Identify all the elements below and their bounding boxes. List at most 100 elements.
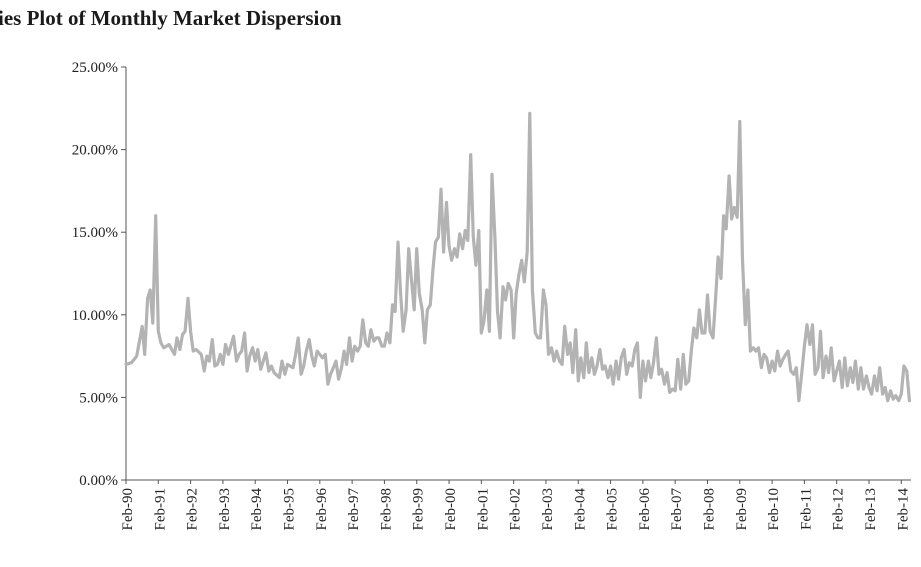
data-point	[644, 380, 646, 382]
x-tick-label: Feb-11	[798, 488, 814, 530]
data-point	[219, 353, 221, 355]
data-point	[284, 373, 286, 375]
data-point	[599, 348, 601, 350]
data-point	[523, 281, 525, 283]
data-point	[136, 355, 138, 357]
data-point	[868, 386, 870, 388]
data-point	[394, 310, 396, 312]
data-point	[725, 228, 727, 230]
data-point	[836, 370, 838, 372]
data-point	[814, 373, 816, 375]
data-point	[677, 358, 679, 360]
data-point	[558, 360, 560, 362]
data-point	[203, 370, 205, 372]
data-point	[351, 360, 353, 362]
data-point	[216, 363, 218, 365]
data-point	[776, 350, 778, 352]
data-point	[281, 360, 283, 362]
data-point	[731, 218, 733, 220]
data-point	[268, 370, 270, 372]
data-point	[437, 236, 439, 238]
data-point	[125, 363, 127, 365]
x-tick-label: Feb-94	[249, 488, 265, 531]
data-point	[865, 375, 867, 377]
data-point	[187, 297, 189, 299]
x-tick-label: Feb-03	[540, 488, 556, 531]
data-point	[688, 380, 690, 382]
data-point	[819, 330, 821, 332]
x-tick-label: Feb-12	[831, 488, 847, 531]
data-point	[184, 330, 186, 332]
x-axis: Feb-90 Feb-91 Feb-92 Feb-93 Feb-94 Feb-95 Feb-…	[120, 479, 911, 531]
data-point	[722, 215, 724, 217]
data-point	[547, 353, 549, 355]
data-point	[690, 350, 692, 352]
data-point	[459, 233, 461, 235]
data-point	[601, 368, 603, 370]
data-point	[795, 367, 797, 369]
data-point	[408, 248, 410, 250]
data-point	[660, 368, 662, 370]
data-point	[173, 353, 175, 355]
x-tick-label: Feb-10	[766, 488, 782, 531]
data-point	[669, 391, 671, 393]
data-point	[846, 385, 848, 387]
data-point	[860, 367, 862, 369]
data-point	[450, 259, 452, 261]
data-point	[257, 348, 259, 350]
data-point	[555, 350, 557, 352]
data-point	[345, 363, 347, 365]
data-point	[491, 173, 493, 175]
data-point	[224, 343, 226, 345]
data-point	[755, 350, 757, 352]
data-point	[774, 370, 776, 372]
data-point	[461, 248, 463, 250]
data-point	[359, 345, 361, 347]
data-point	[529, 112, 531, 114]
data-point	[685, 383, 687, 385]
data-point	[189, 330, 191, 332]
data-point	[588, 371, 590, 373]
data-point	[693, 327, 695, 329]
data-point	[405, 309, 407, 311]
data-point	[771, 360, 773, 362]
data-point	[149, 289, 151, 291]
x-tick-label: Feb-13	[863, 488, 879, 531]
data-point	[354, 345, 356, 347]
data-point	[195, 348, 197, 350]
data-point	[765, 357, 767, 359]
data-point	[507, 282, 509, 284]
data-point	[666, 371, 668, 373]
data-point	[674, 390, 676, 392]
data-point	[356, 350, 358, 352]
data-point	[833, 380, 835, 382]
data-point	[413, 309, 415, 311]
data-point	[464, 229, 466, 231]
data-point	[553, 360, 555, 362]
data-point	[852, 381, 854, 383]
data-point	[348, 337, 350, 339]
data-point	[254, 360, 256, 362]
data-point	[580, 357, 582, 359]
x-tick-label: Feb-96	[314, 488, 330, 531]
data-point	[822, 376, 824, 378]
data-point	[763, 353, 765, 355]
data-point	[841, 386, 843, 388]
data-point	[343, 350, 345, 352]
data-point	[488, 330, 490, 332]
data-point	[682, 353, 684, 355]
data-point	[206, 355, 208, 357]
data-point	[717, 256, 719, 258]
data-point	[518, 272, 520, 274]
data-point	[222, 363, 224, 365]
data-point	[179, 348, 181, 350]
data-point	[513, 337, 515, 339]
data-point	[440, 188, 442, 190]
y-tick-label: 5.00%	[79, 390, 118, 406]
series-line	[124, 111, 911, 403]
data-point	[311, 355, 313, 357]
data-point	[849, 367, 851, 369]
y-tick-label: 25.00%	[72, 60, 118, 76]
data-point	[898, 400, 900, 402]
data-point	[305, 350, 307, 352]
